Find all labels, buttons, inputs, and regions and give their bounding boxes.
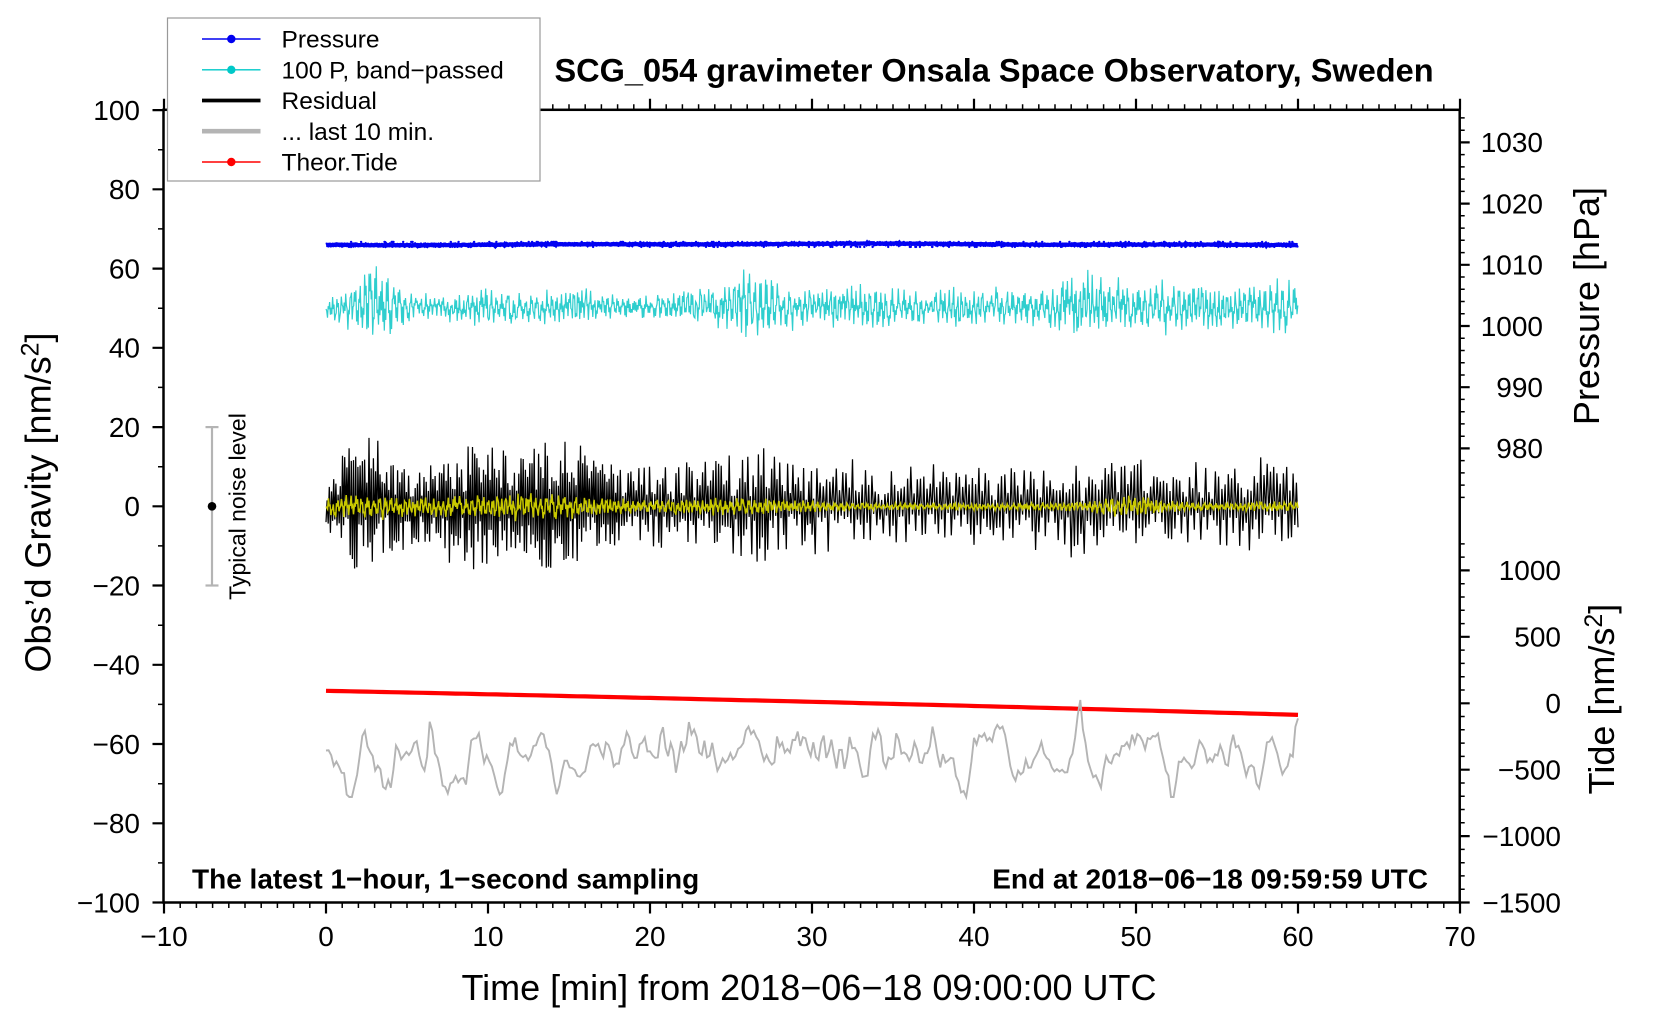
svg-text:990: 990: [1496, 372, 1543, 403]
svg-text:Time [min] from 2018−06−18 09:: Time [min] from 2018−06−18 09:00:00 UTC: [461, 967, 1156, 1008]
svg-text:1030: 1030: [1481, 127, 1543, 158]
svg-text:Obs’d Gravity [nm/s2]: Obs’d Gravity [nm/s2]: [17, 333, 59, 673]
svg-text:−500: −500: [1498, 755, 1561, 786]
svg-text:0: 0: [318, 921, 334, 952]
svg-text:40: 40: [109, 333, 140, 364]
svg-text:0: 0: [1545, 688, 1561, 719]
svg-text:20: 20: [634, 921, 665, 952]
svg-text:−40: −40: [93, 650, 141, 681]
svg-text:Residual: Residual: [282, 88, 377, 115]
svg-text:0: 0: [124, 491, 140, 522]
svg-text:−1000: −1000: [1482, 821, 1561, 852]
svg-text:−10: −10: [140, 921, 188, 952]
svg-text:−80: −80: [93, 808, 141, 839]
svg-text:−60: −60: [93, 729, 141, 760]
svg-text:Pressure: Pressure: [282, 27, 380, 54]
svg-text:60: 60: [1282, 921, 1313, 952]
svg-text:Tide [nm/s2]: Tide [nm/s2]: [1580, 604, 1622, 795]
svg-text:The latest 1−hour, 1−second sa: The latest 1−hour, 1−second sampling: [192, 864, 699, 895]
svg-text:50: 50: [1120, 921, 1151, 952]
svg-text:980: 980: [1496, 433, 1543, 464]
svg-text:100: 100: [93, 95, 140, 126]
svg-text:100 P, band−passed: 100 P, band−passed: [282, 57, 504, 84]
svg-text:30: 30: [796, 921, 827, 952]
svg-text:1010: 1010: [1481, 250, 1543, 281]
svg-text:70: 70: [1444, 921, 1475, 952]
svg-text:Theor.Tide: Theor.Tide: [282, 150, 398, 177]
svg-text:60: 60: [109, 253, 140, 284]
svg-text:Typical noise level: Typical noise level: [225, 413, 251, 600]
svg-text:80: 80: [109, 174, 140, 205]
svg-text:1020: 1020: [1481, 188, 1543, 219]
svg-text:... last 10 min.: ... last 10 min.: [282, 119, 435, 146]
svg-text:−20: −20: [93, 570, 141, 601]
svg-text:−100: −100: [77, 887, 140, 918]
svg-text:1000: 1000: [1481, 311, 1543, 342]
svg-text:40: 40: [958, 921, 989, 952]
svg-text:20: 20: [109, 412, 140, 443]
svg-text:500: 500: [1514, 622, 1561, 653]
svg-text:1000: 1000: [1499, 555, 1561, 586]
svg-text:Pressure [hPa]: Pressure [hPa]: [1566, 187, 1607, 425]
svg-text:End at 2018−06−18 09:59:59 UTC: End at 2018−06−18 09:59:59 UTC: [992, 864, 1428, 895]
svg-text:−1500: −1500: [1482, 887, 1561, 918]
svg-text:10: 10: [472, 921, 503, 952]
svg-text:SCG_054 gravimeter Onsala Spac: SCG_054 gravimeter Onsala Space Observat…: [554, 53, 1433, 89]
